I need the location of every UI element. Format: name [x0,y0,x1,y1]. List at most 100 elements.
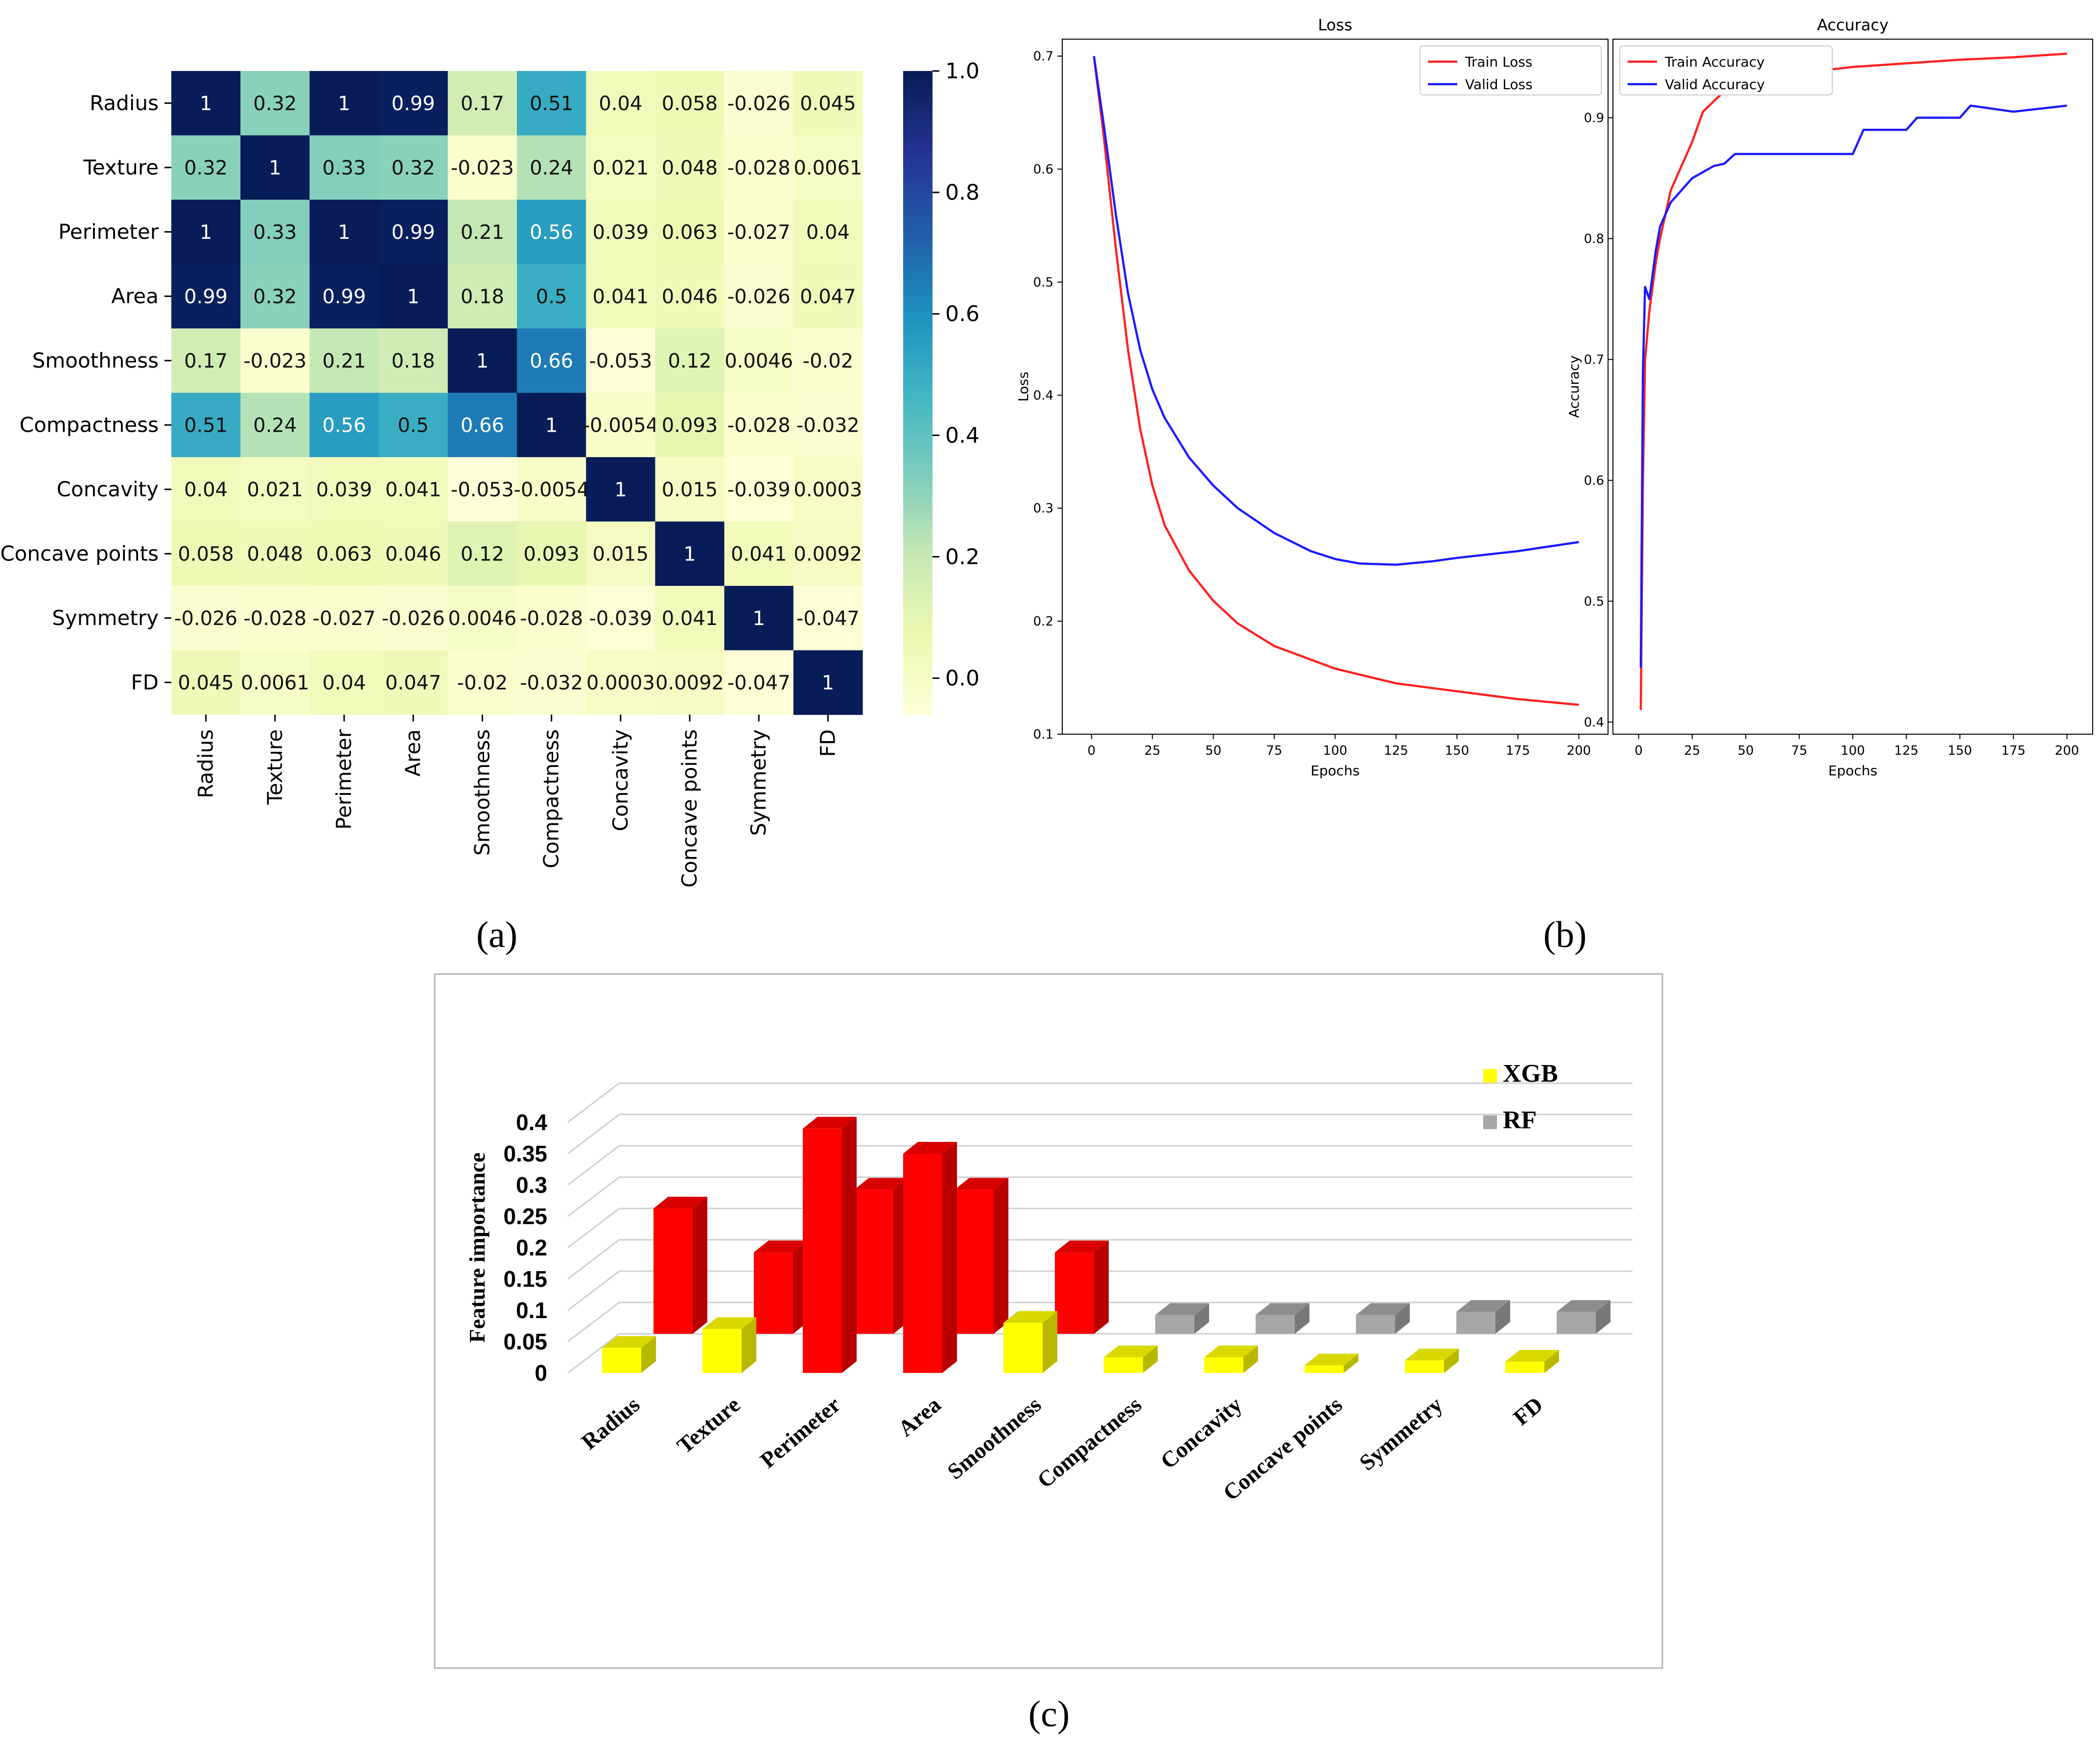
heatmap-cell-label: 0.093 [662,414,718,437]
heatmap-cell [586,264,655,329]
heatmap-cell-label: 0.33 [253,221,297,244]
y-tick-label: 0.7 [1033,49,1053,64]
y-tick-label: 0.4 [1584,715,1604,730]
y-tick-label: 0.4 [516,1110,547,1135]
colorbar-segment [903,543,933,549]
colorbar-segment [903,500,933,506]
heatmap-cell [447,328,517,394]
gridline-side [567,1082,620,1123]
heatmap-cell [171,393,241,458]
heatmap-cell [309,71,379,136]
col-label: Smoothness [470,729,494,856]
x-axis-label: Epochs [1828,763,1877,779]
heatmap-cell-label: 0.058 [662,93,718,115]
heatmap-cell-label: -0.028 [727,414,791,437]
row-label: Symmetry [52,606,159,630]
legend-label: Train Accuracy [1664,54,1765,70]
heatmap-cell-label: 0.21 [461,221,504,244]
colorbar-segment [903,140,933,147]
heatmap-cell-label: -0.027 [313,607,376,630]
heatmap-cell-label: 0.048 [247,543,303,565]
heatmap-cell-label: -0.047 [727,672,791,694]
heatmap-cell-label: 0.51 [184,414,228,437]
legend-box [1420,46,1602,95]
heatmap-cell [586,328,655,394]
heatmap-cell-label: 0.0003 [586,672,655,694]
heatmap-cell-label: 0.045 [178,672,234,694]
colorbar-segment [903,436,933,442]
heatmap-cell [517,650,586,715]
x-tick-label: 50 [1205,743,1221,758]
heatmap-cell [171,457,241,522]
colorbar-segment [903,425,933,431]
heatmap-cell-label: 0.04 [599,93,642,115]
y-tick-label: 0.35 [503,1141,547,1166]
colorbar-segment [903,704,933,710]
colorbar-segment [903,618,933,624]
heatmap-cell-label: 0.0092 [793,543,862,565]
colorbar-segment [903,312,933,319]
heatmap-cell [655,135,725,200]
colorbar-segment [903,586,933,592]
bar-rf-side [1495,1300,1510,1334]
heatmap-cell-label: 1 [476,350,489,372]
colorbar-segment [903,210,933,216]
heatmap-cell-label: 0.56 [322,414,366,437]
y-axis-label: Loss [1015,371,1031,401]
heatmap-cell [378,393,448,458]
heatmap-cell [309,393,379,458]
heatmap-cell [793,135,863,200]
colorbar-segment [903,661,933,667]
heatmap-cell [655,264,725,329]
heatmap-cell-label: 0.046 [385,543,442,565]
x-tick-label: 75 [1791,743,1807,758]
colorbar-segment [903,237,933,243]
heatmap-cell-label: 0.56 [530,221,573,244]
heatmap-cell [240,200,310,265]
heatmap-cell [655,521,725,586]
colorbar-segment [903,698,933,705]
colorbar-segment [903,76,933,82]
heatmap-cell [517,393,586,458]
bar-rf-side [1395,1303,1410,1334]
bar-xgb-side [1344,1353,1358,1373]
y-tick-label: 0.3 [516,1172,547,1198]
plot-frame [1612,39,2093,735]
heatmap-cell-label: 1 [752,607,765,630]
colorbar-segment [903,430,933,437]
heatmap-cell [724,200,794,265]
colorbar-segment [903,478,933,485]
x-tick-label: 100 [1323,743,1348,758]
colorbar-segment [903,623,933,629]
heatmap-cell-label: -0.032 [520,672,583,694]
x-tick-label: 125 [1384,743,1408,758]
colorbar-segment [903,666,933,673]
gridline-side [567,1145,620,1186]
heatmap-cell [517,264,586,329]
colorbar-segment [903,194,933,200]
col-label: Symmetry [747,729,770,836]
colorbar-segment [903,409,933,415]
bar-xgb-side [1043,1311,1057,1373]
heatmap-cell-label: 0.041 [593,285,649,308]
bar-rf [1256,1315,1295,1334]
heatmap-cell-label: 0.048 [662,157,718,179]
heatmap-cell-label: 0.093 [523,543,580,565]
heatmap-cell [586,521,655,586]
heatmap-cell [378,521,448,586]
heatmap-cell-label: -0.0054 [583,414,658,437]
heatmap-cell-label: 0.21 [322,350,366,372]
colorbar-segment [903,215,933,222]
heatmap-cell [793,457,863,522]
colorbar-segment [903,366,933,372]
colorbar-segment [903,258,933,265]
colorbar-segment [903,103,933,109]
colorbar-segment [903,559,933,565]
heatmap-cell-label: 1 [269,157,281,179]
bar-rf-top [955,1178,1008,1190]
colorbar-segment [903,580,933,586]
heatmap-cell [240,135,310,200]
legend-label: Valid Accuracy [1665,76,1765,93]
colorbar-segment [903,81,933,88]
y-tick-label: 0.2 [1033,614,1053,629]
